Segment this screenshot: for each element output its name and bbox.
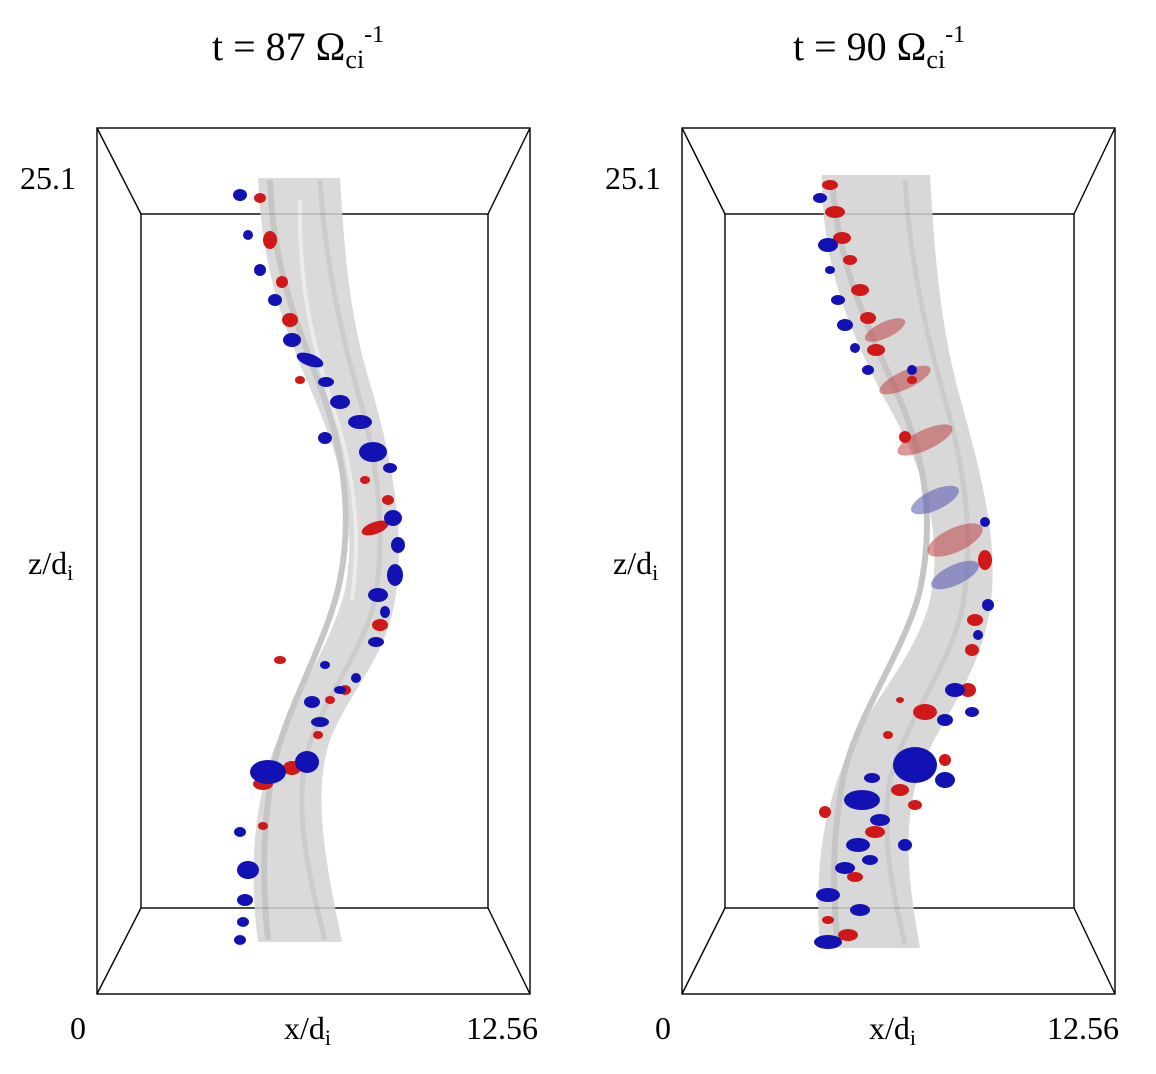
negative-structures (233, 189, 405, 945)
panel-title: t = 87 Ωci-1 (212, 22, 385, 74)
panel-t90: t = 90 Ωci-1 (585, 0, 1156, 1074)
z-axis-label: z/di (28, 545, 74, 585)
z-axis-label: z/di (613, 545, 659, 585)
translucent-structures (864, 318, 983, 590)
positive-structures (819, 180, 992, 941)
x-min-label: 0 (655, 1010, 671, 1046)
z-max-label: 25.1 (605, 160, 661, 196)
positive-structures (253, 193, 394, 830)
x-min-label: 0 (70, 1010, 86, 1046)
z-max-label: 25.1 (20, 160, 76, 196)
simulation-render (681, 127, 1116, 995)
simulation-render (96, 127, 531, 995)
panel-title: t = 90 Ωci-1 (793, 22, 966, 74)
panel-t87: t = 87 Ωci-1 (20, 22, 538, 1050)
x-axis-label: x/di (869, 1010, 917, 1050)
x-max-label: 12.56 (466, 1010, 538, 1046)
flux-tube-isosurface (253, 178, 399, 942)
x-axis-label: x/di (284, 1010, 332, 1050)
x-max-label: 12.56 (1047, 1010, 1119, 1046)
negative-structures (813, 193, 994, 949)
